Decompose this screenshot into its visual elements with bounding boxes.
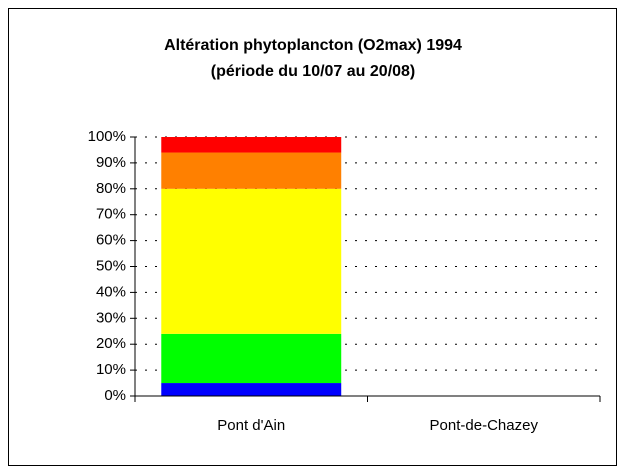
chart-subtitle: (période du 10/07 au 20/08) — [211, 63, 416, 80]
x-tick-label: Pont d'Ain — [217, 417, 285, 434]
y-tick-label: 50% — [96, 257, 126, 274]
bar-segment — [161, 188, 342, 334]
y-tick-label: 30% — [96, 309, 126, 326]
bar-segment — [161, 333, 342, 384]
x-tick-label: Pont-de-Chazey — [430, 417, 539, 434]
chart-title: Altération phytoplancton (O2max) 1994 — [164, 37, 462, 54]
y-tick-label: 90% — [96, 154, 126, 171]
y-tick-label: 0% — [104, 387, 126, 404]
y-tick-label: 10% — [96, 361, 126, 378]
bar-segment — [161, 137, 342, 153]
bar-segment — [161, 152, 342, 189]
y-tick-label: 60% — [96, 232, 126, 249]
y-tick-label: 20% — [96, 335, 126, 352]
y-tick-label: 40% — [96, 283, 126, 300]
y-tick-label: 100% — [88, 128, 126, 145]
bar-segment — [161, 383, 342, 396]
y-tick-label: 70% — [96, 206, 126, 223]
y-tick-label: 80% — [96, 180, 126, 197]
